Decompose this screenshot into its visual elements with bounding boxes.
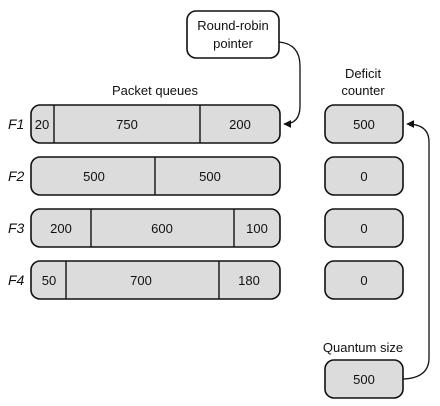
- deficit-counter-box: [324, 156, 404, 196]
- deficit-counter-heading-line-2: counter: [341, 83, 385, 98]
- pointer-label-line-2: pointer: [213, 36, 253, 51]
- flow-label: F3: [8, 220, 25, 236]
- packet-size: 100: [246, 221, 268, 236]
- packet-size: 750: [116, 117, 138, 132]
- quantum-size-label: Quantum size: [323, 340, 403, 355]
- deficit-counter-value: 0: [360, 221, 367, 236]
- deficit-counter-value: 0: [360, 169, 367, 184]
- packet-queues-heading: Packet queues: [112, 83, 199, 98]
- packet-size: 180: [238, 273, 260, 288]
- deficit-counter-box: [324, 104, 404, 144]
- packet-size: 20: [35, 117, 49, 132]
- pointer-arrow: [278, 41, 301, 128]
- packet-queue: [30, 104, 281, 144]
- packet-size: 500: [83, 169, 105, 184]
- flow-row-f4: F4 50 700 180 0: [8, 260, 404, 300]
- flow-label: F2: [8, 168, 25, 184]
- deficit-counter-box: [324, 208, 404, 248]
- packet-size: 600: [151, 221, 173, 236]
- packet-size: 200: [229, 117, 251, 132]
- flow-label: F1: [8, 116, 24, 132]
- quantum-size-value: 500: [353, 372, 375, 387]
- flow-label: F4: [8, 272, 25, 288]
- deficit-counter-value: 500: [353, 117, 375, 132]
- packet-queue: [30, 260, 281, 300]
- round-robin-pointer-note: Round-robin pointer: [186, 10, 280, 59]
- quantum-arrow: [402, 120, 430, 380]
- flow-row-f1: F1 20 750 200 500: [8, 104, 404, 144]
- packet-size: 50: [42, 273, 56, 288]
- packet-size: 700: [130, 273, 152, 288]
- packet-size: 500: [199, 169, 221, 184]
- flow-row-f2: F2 500 500 0: [8, 156, 404, 196]
- packet-queue: [30, 208, 281, 248]
- pointer-label-line-1: Round-robin: [197, 18, 269, 33]
- packet-size: 200: [50, 221, 72, 236]
- deficit-counter-value: 0: [360, 273, 367, 288]
- flow-row-f3: F3 200 600 100 0: [8, 208, 404, 248]
- deficit-counter-heading-line-1: Deficit: [345, 66, 382, 81]
- deficit-counter-box: [324, 260, 404, 300]
